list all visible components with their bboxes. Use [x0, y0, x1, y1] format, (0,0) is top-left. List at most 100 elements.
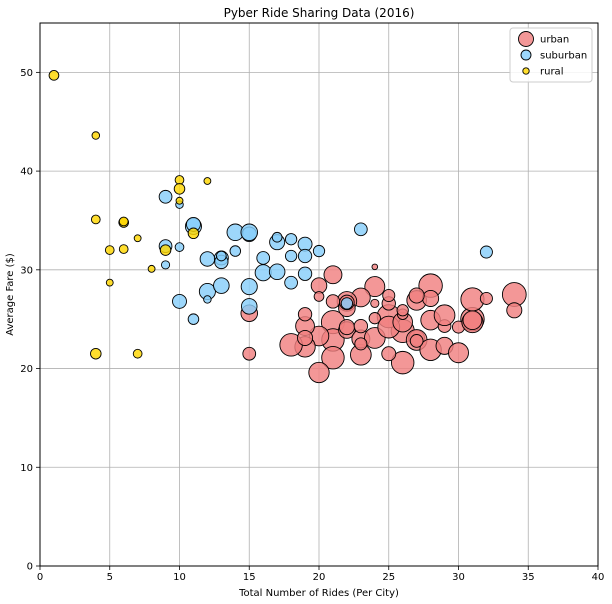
rural-point [91, 131, 101, 140]
legend-marker-rural [522, 67, 530, 75]
urban-point [353, 318, 368, 334]
urban-point [408, 287, 425, 304]
urban-point [308, 361, 330, 384]
x-tick-label: 35 [522, 572, 535, 583]
suburban-point [284, 233, 298, 246]
suburban-point [174, 242, 185, 252]
suburban-point [187, 313, 200, 325]
y-tick-label: 0 [27, 562, 33, 573]
legend-label-rural: rural [540, 67, 563, 78]
urban-point [323, 265, 343, 285]
urban-point [297, 307, 313, 322]
rural-point [133, 234, 142, 243]
rural-point [48, 70, 60, 81]
urban-point [321, 345, 345, 370]
rural-point [105, 278, 114, 287]
suburban-point [284, 249, 298, 263]
y-tick-label: 50 [20, 68, 33, 79]
suburban-point [268, 263, 286, 281]
suburban-point [271, 231, 283, 243]
y-tick-label: 40 [20, 167, 33, 178]
suburban-point [229, 245, 242, 257]
legend-marker-urban [518, 31, 534, 47]
urban-point [506, 302, 523, 319]
urban-point [325, 294, 341, 309]
suburban-point [340, 297, 354, 310]
x-tick-label: 5 [107, 572, 113, 583]
rural-point [175, 196, 184, 205]
urban-point [242, 346, 257, 361]
urban-point [310, 277, 328, 294]
data-points [48, 70, 527, 384]
suburban-point [254, 264, 272, 282]
y-tick-label: 10 [20, 463, 33, 474]
suburban-point [158, 189, 173, 204]
legend-label-urban: urban [540, 35, 569, 46]
rural-point [174, 175, 185, 185]
rural-point [159, 244, 172, 256]
x-tick-label: 10 [173, 572, 186, 583]
suburban-point [354, 222, 368, 237]
urban-point [364, 276, 386, 298]
rural-point [147, 264, 156, 273]
urban-point [391, 350, 415, 375]
rural-point [187, 227, 200, 240]
x-tick-label: 25 [382, 572, 395, 583]
x-tick-label: 15 [243, 572, 256, 583]
x-tick-label: 40 [592, 572, 605, 583]
suburban-point [256, 251, 271, 265]
suburban-point [203, 295, 212, 304]
urban-point [448, 342, 469, 364]
suburban-point [312, 244, 326, 258]
suburban-point [297, 248, 313, 264]
suburban-point [297, 266, 313, 281]
rural-point [90, 347, 102, 360]
suburban-point [172, 293, 187, 309]
suburban-point [216, 250, 227, 262]
urban-point [338, 319, 355, 336]
rural-point [104, 245, 115, 255]
urban-point [370, 298, 380, 308]
rural-point [173, 183, 186, 195]
suburban-point [160, 260, 171, 270]
chart-title: Pyber Ride Sharing Data (2016) [224, 6, 415, 20]
suburban-point [213, 277, 230, 294]
y-tick-label: 20 [20, 364, 33, 375]
legend-label-suburban: suburban [540, 51, 587, 62]
urban-point [396, 304, 409, 317]
suburban-point [240, 298, 258, 315]
urban-point [313, 291, 325, 302]
x-tick-label: 20 [313, 572, 326, 583]
urban-point [368, 312, 381, 325]
suburban-point [284, 275, 298, 290]
urban-point [479, 291, 493, 305]
suburban-point [240, 223, 258, 242]
legend: urban suburban rural [509, 27, 593, 83]
urban-point [354, 337, 368, 351]
urban-point [382, 288, 396, 302]
urban-point [409, 334, 424, 348]
urban-point [433, 304, 456, 327]
x-axis-ticks: 0 5 10 15 20 25 30 35 40 [37, 566, 605, 583]
rural-point [132, 348, 143, 359]
urban-point [297, 329, 314, 346]
urban-point [422, 289, 440, 307]
urban-point [462, 310, 483, 331]
urban-point [381, 346, 397, 362]
rural-point [118, 216, 129, 227]
y-axis-ticks: 0 10 20 30 40 50 [20, 68, 40, 573]
suburban-point [240, 278, 258, 296]
y-tick-label: 30 [20, 265, 33, 276]
x-tick-label: 0 [37, 572, 43, 583]
rural-point [118, 244, 129, 254]
rural-point [90, 214, 101, 225]
suburban-point [199, 251, 216, 267]
x-tick-label: 30 [452, 572, 465, 583]
y-axis-label: Average Fare ($) [5, 253, 16, 336]
suburban-point [479, 245, 493, 259]
urban-point [371, 263, 379, 271]
legend-marker-suburban [520, 49, 532, 61]
x-axis-label: Total Number of Rides (Per City) [238, 588, 399, 599]
rural-point [203, 177, 212, 185]
